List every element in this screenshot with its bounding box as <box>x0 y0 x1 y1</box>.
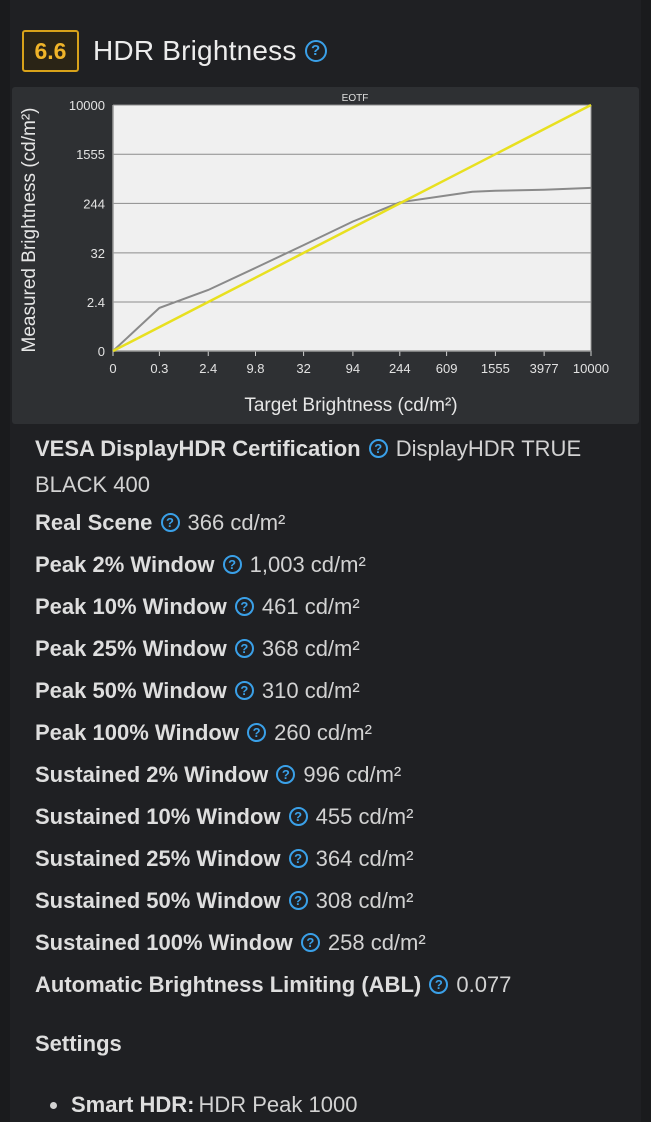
spec-label: Peak 100% Window <box>35 720 239 745</box>
eotf-chart-svg: 0 2.4 32 244 1555 10000 0 0.3 2.4 9.8 32 94 244 609 15… <box>19 93 609 416</box>
spec-row: Real Scene ? 366 cd/m² <box>35 505 625 541</box>
y-tick-label: 0 <box>98 344 105 359</box>
question-circle-icon[interactable]: ? <box>304 40 327 62</box>
question-circle-icon[interactable]: ? <box>234 596 254 616</box>
question-circle-icon[interactable]: ? <box>368 438 388 458</box>
measured-eotf-line <box>112 186 592 352</box>
spec-label: Peak 2% Window <box>35 552 215 577</box>
spec-label: Sustained 2% Window <box>35 762 269 787</box>
x-tick-label: 2.4 <box>199 361 217 376</box>
spec-row: Peak 25% Window ? 368 cd/m² <box>35 631 625 667</box>
spec-value: 368 cd/m² <box>261 636 360 661</box>
spec-label: Peak 25% Window <box>35 636 227 661</box>
spec-value: 260 cd/m² <box>274 720 372 745</box>
x-axis-label: Target Brightness (cd/m²) <box>244 395 457 416</box>
y-axis-label: Measured Brightness (cd/m²) <box>19 108 40 353</box>
spec-value: 308 cd/m² <box>315 888 414 913</box>
spec-value: 1,003 cd/m² <box>249 552 366 577</box>
spec-value: 461 cd/m² <box>261 594 360 619</box>
y-tick-label: 10000 <box>69 98 105 113</box>
spec-label: Sustained 50% Window <box>35 888 281 913</box>
section-header: 6.6 HDR Brightness ? <box>22 29 327 73</box>
x-tick-label: 0 <box>109 361 116 376</box>
y-tick-label: 244 <box>83 196 105 211</box>
spec-value: 455 cd/m² <box>315 804 414 829</box>
question-circle-icon[interactable]: ? <box>288 890 308 910</box>
question-circle-icon[interactable]: ? <box>300 932 320 952</box>
x-tick-label: 3977 <box>530 361 559 376</box>
spec-row: Sustained 2% Window ? 996 cd/m² <box>35 757 625 793</box>
spec-value: 366 cd/m² <box>187 510 286 535</box>
x-tick-label: 0.3 <box>150 361 168 376</box>
section-title: HDR Brightness <box>93 35 297 66</box>
spec-label: Sustained 100% Window <box>35 930 293 955</box>
question-circle-icon[interactable]: ? <box>234 680 254 700</box>
spec-row: Peak 100% Window ? 260 cd/m² <box>35 715 625 751</box>
setting-label: Smart HDR: <box>71 1092 195 1117</box>
spec-value: 310 cd/m² <box>261 678 360 703</box>
spec-label: VESA DisplayHDR Certification <box>35 436 361 461</box>
spec-row: Sustained 10% Window ? 455 cd/m² <box>35 799 625 835</box>
spec-label: Sustained 10% Window <box>35 804 281 829</box>
spec-row: Peak 2% Window ? 1,003 cd/m² <box>35 547 625 583</box>
question-circle-icon[interactable]: ? <box>222 554 242 574</box>
eotf-chart: 0 2.4 32 244 1555 10000 0 0.3 2.4 9.8 32 94 244 609 15… <box>12 87 639 424</box>
spec-value: 0.077 <box>456 972 512 997</box>
settings-heading: Settings <box>35 1031 122 1056</box>
settings-item: Smart HDR: HDR Peak 1000 <box>50 1092 357 1118</box>
question-circle-icon[interactable]: ? <box>276 764 296 784</box>
spec-value: 258 cd/m² <box>327 930 426 955</box>
spec-row: Sustained 100% Window ? 258 cd/m² <box>35 925 625 961</box>
x-tick-label: 94 <box>346 361 360 376</box>
spec-label: Automatic Brightness Limiting (ABL) <box>35 972 422 997</box>
spec-row: Peak 50% Window ? 310 cd/m² <box>35 673 625 709</box>
y-tick-label: 2.4 <box>87 295 105 310</box>
question-circle-icon[interactable]: ? <box>429 974 449 994</box>
question-circle-icon[interactable]: ? <box>247 722 267 742</box>
spec-row: Peak 10% Window ? 461 cd/m² <box>35 589 625 625</box>
x-tick-label: 609 <box>436 361 458 376</box>
chart-title: EOTF <box>342 93 369 104</box>
spec-value: 364 cd/m² <box>315 846 414 871</box>
question-circle-icon[interactable]: ? <box>288 806 308 826</box>
spec-label: Peak 10% Window <box>35 594 227 619</box>
bullet-icon <box>50 1101 57 1109</box>
score-badge: 6.6 <box>22 30 79 72</box>
x-tick-label: 244 <box>389 361 411 376</box>
question-circle-icon[interactable]: ? <box>288 848 308 868</box>
spec-row: VESA DisplayHDR Certification ? DisplayHD… <box>35 431 625 503</box>
x-tick-label: 1555 <box>481 361 510 376</box>
question-circle-icon[interactable]: ? <box>160 512 180 532</box>
settings-list: Smart HDR: HDR Peak 1000 <box>50 1092 357 1118</box>
y-tick-label: 32 <box>91 246 105 261</box>
setting-value: HDR Peak 1000 <box>198 1092 358 1117</box>
spec-row: Sustained 25% Window ? 364 cd/m² <box>35 841 625 877</box>
spec-value: 996 cd/m² <box>303 762 402 787</box>
spec-row: Automatic Brightness Limiting (ABL) ? 0.0… <box>35 967 625 1003</box>
spec-list: VESA DisplayHDR Certification ? DisplayHD… <box>35 431 625 1009</box>
spec-label: Peak 50% Window <box>35 678 227 703</box>
spec-label: Sustained 25% Window <box>35 846 281 871</box>
spec-label: Real Scene <box>35 510 153 535</box>
y-tick-label: 1555 <box>76 147 105 162</box>
spec-row: Sustained 50% Window ? 308 cd/m² <box>35 883 625 919</box>
x-tick-label: 9.8 <box>246 361 264 376</box>
x-tick-label: 32 <box>296 361 310 376</box>
x-tick-label: 10000 <box>573 361 609 376</box>
question-circle-icon[interactable]: ? <box>234 638 254 658</box>
spec-value: DisplayHDR TRUE BLACK 400 <box>35 436 582 497</box>
target-eotf-line <box>112 103 592 353</box>
